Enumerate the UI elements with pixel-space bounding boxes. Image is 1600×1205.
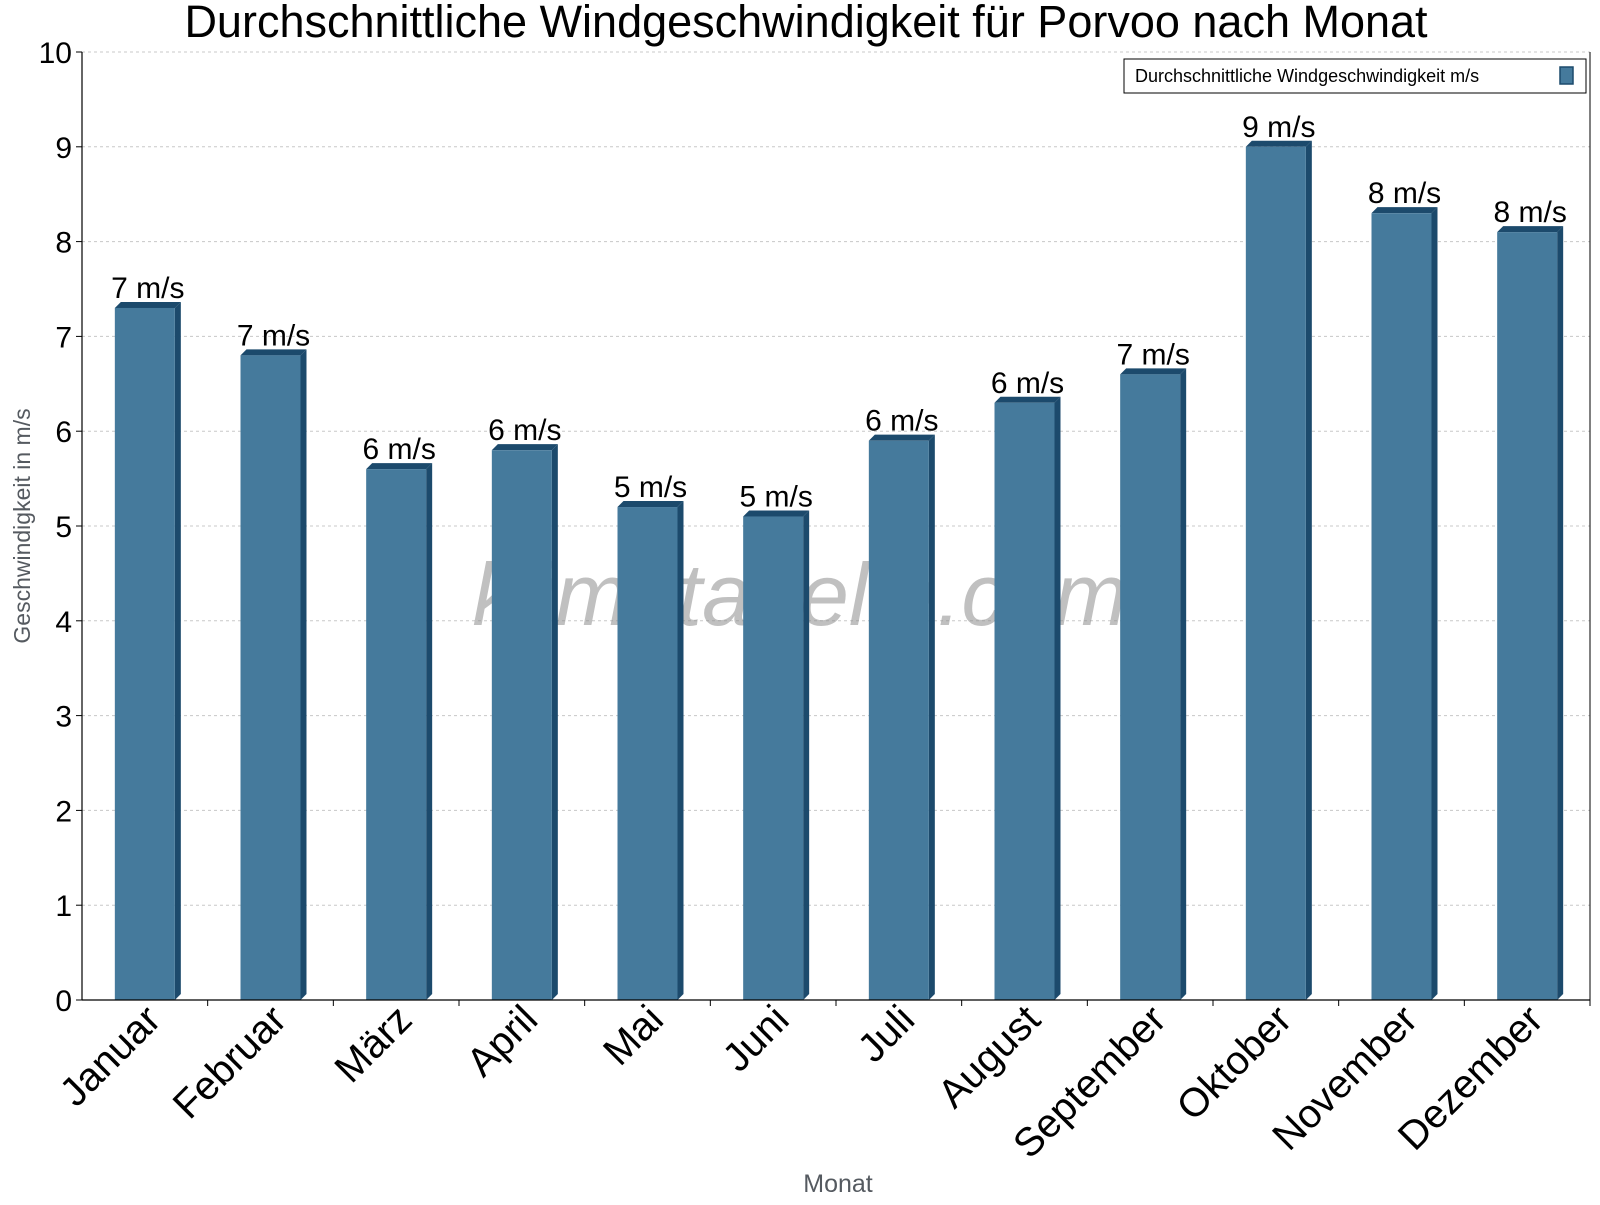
bar-top [868,434,935,441]
bar [994,402,1055,1000]
data-label: 5 m/s [739,481,812,514]
x-axis-title: Monat [803,1170,873,1198]
y-tick-label: 5 [55,511,72,544]
bar-side [928,434,935,1000]
bar-top [114,301,181,308]
y-tick-label: 10 [39,37,72,70]
data-label: 6 m/s [991,367,1064,400]
data-label: 8 m/s [1493,196,1566,229]
bar-side [300,349,307,1000]
y-tick-label: 2 [55,795,72,828]
legend-swatch [1559,66,1574,85]
data-label: 7 m/s [237,319,310,352]
y-tick-label: 7 [55,321,72,354]
y-tick-label: 6 [55,416,72,449]
bar-side [1054,396,1061,1000]
chart-title: Durchschnittliche Windgeschwindigkeit fü… [184,0,1428,47]
bar-side [1557,226,1564,1000]
y-tick-label: 1 [55,890,72,923]
bar-side [1305,140,1312,1001]
legend: Durchschnittliche Windgeschwindigkeit m/… [1123,58,1587,94]
bar [868,440,929,1000]
y-tick-label: 4 [55,606,72,639]
data-label: 6 m/s [865,405,938,438]
bar [1371,213,1432,1000]
legend-label: Durchschnittliche Windgeschwindigkeit m/… [1135,66,1479,86]
bars [114,140,1564,1001]
y-axis-title: Geschwindigkeit in m/s [9,408,35,643]
bar [240,355,301,1000]
bar [1497,232,1558,1000]
data-label: 8 m/s [1368,177,1441,210]
bar-top [1497,226,1564,233]
bar-side [677,501,684,1000]
data-label: 6 m/s [488,414,561,447]
bar-top [617,501,684,508]
bar-top [491,444,558,451]
data-label: 7 m/s [111,272,184,305]
y-tick-label: 0 [55,985,72,1018]
y-tick-label: 8 [55,227,72,260]
bar [491,450,552,1000]
bar-top [240,349,307,356]
bar-side [426,463,433,1000]
bar-top [1371,207,1438,214]
legend-box [1123,58,1587,94]
bar-side [1431,207,1438,1000]
bar-top [366,463,433,470]
bar-top [1120,368,1187,375]
data-label: 6 m/s [362,433,435,466]
bar [114,307,175,1001]
y-tick-label: 3 [55,701,72,734]
gridlines [76,51,1590,1001]
bar-top [1245,140,1312,147]
bar [617,507,678,1000]
data-label: 7 m/s [1116,338,1189,371]
bar [1245,146,1306,1001]
bar-side [551,444,558,1000]
data-label: 5 m/s [614,471,687,504]
data-labels: 7 m/s 7 m/s 6 m/s 6 m/s 5 m/s 5 m/s 6 m/s 6 m/s… [111,111,1567,514]
y-tick-labels: 0 1 2 3 4 5 6 7 8 9 10 [39,37,72,1018]
y-tick-label: 9 [55,132,72,165]
bar [743,516,804,1000]
bar-side [803,510,810,1000]
bar [366,469,427,1000]
bar-side [174,301,181,1001]
bar [1120,374,1181,1000]
bar-side [1180,368,1187,1000]
data-label: 9 m/s [1242,111,1315,144]
bar-top [743,510,810,517]
bar-top [994,396,1061,403]
